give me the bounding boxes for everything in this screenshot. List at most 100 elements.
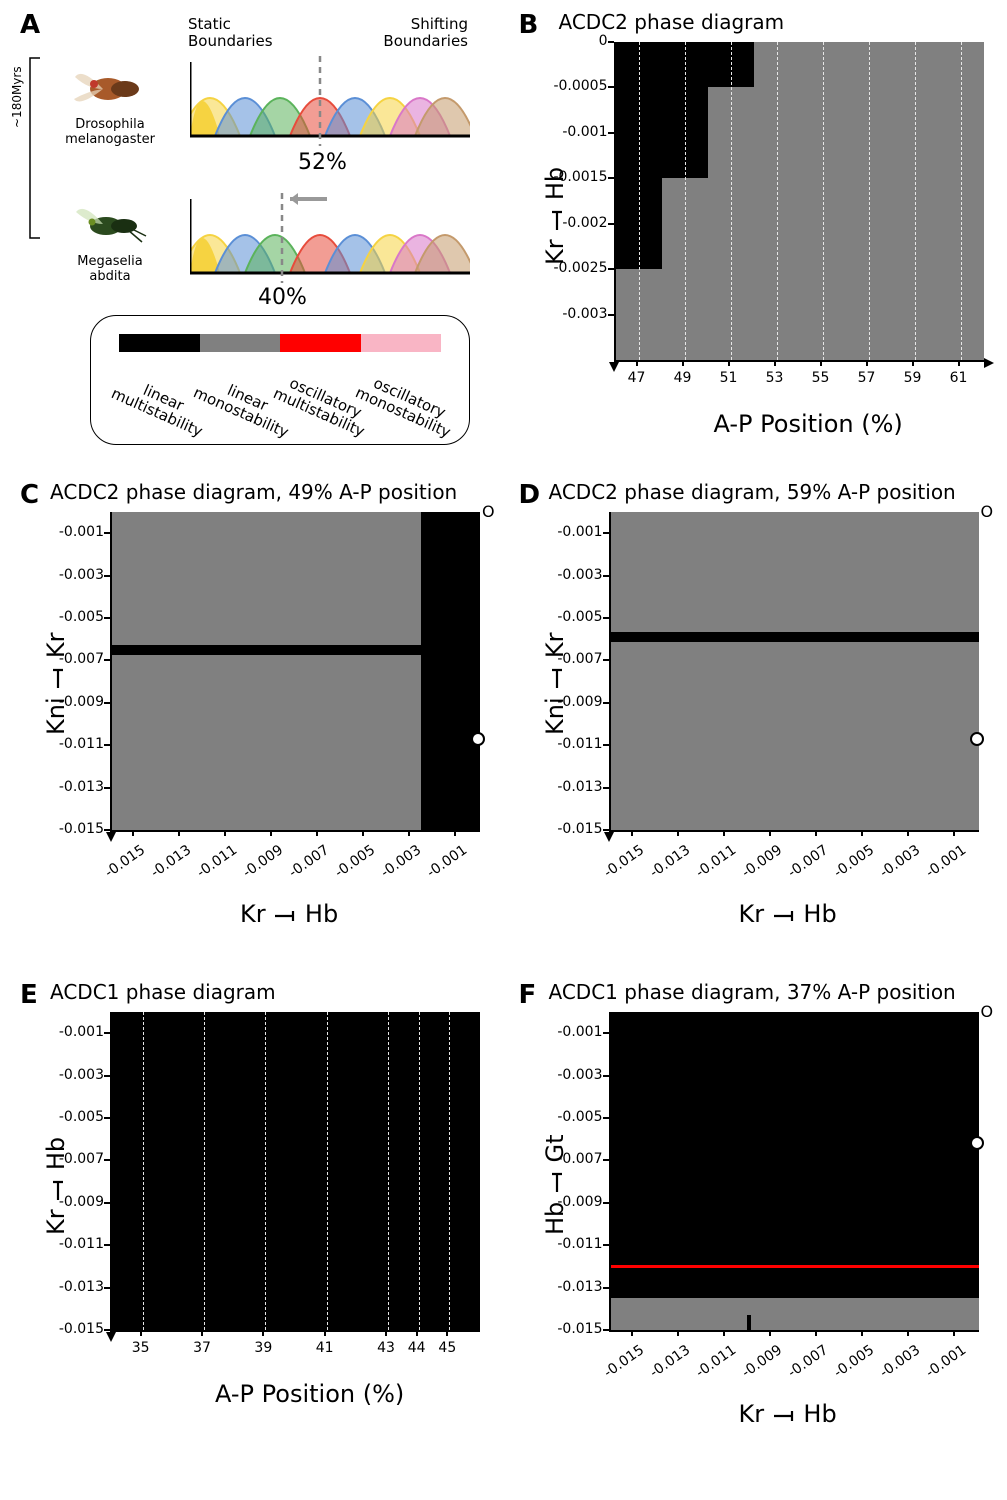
panel-a: A ~180Myrs Static Boundaries Shifting Bo… (20, 10, 489, 450)
chart-d-box (609, 512, 979, 832)
panel-c-label: C (20, 480, 39, 510)
xtick: 49 (668, 370, 698, 386)
megaselia-icon (70, 196, 150, 251)
ytick: -0.011 (44, 1236, 104, 1252)
x-arrow-b (984, 358, 994, 368)
panel-b-label: B (519, 10, 539, 40)
xtick: -0.009 (236, 842, 286, 884)
drosophila-icon (70, 59, 150, 114)
ylabel-d: Kni Kr (541, 632, 570, 735)
ytick: -0.013 (44, 779, 104, 795)
xtick: 51 (714, 370, 744, 386)
ytick: -0.011 (543, 736, 603, 752)
ytick: -0.015 (44, 1321, 104, 1337)
xtick: 43 (371, 1340, 401, 1356)
xlabel-c: Kr Hb (240, 900, 338, 929)
panel-c-title: ACDC2 phase diagram, 49% A-P position (50, 480, 457, 504)
xtick: 57 (852, 370, 882, 386)
panel-d: D ACDC2 phase diagram, 59% A-P position … (519, 480, 988, 950)
y-arrow-e (106, 1332, 116, 1342)
ytick: -0.005 (543, 1109, 603, 1125)
xtick: -0.003 (873, 842, 923, 884)
stripes-megaselia (190, 193, 470, 288)
xtick: -0.011 (689, 842, 739, 884)
xtick: 37 (187, 1340, 217, 1356)
species1-name: Drosophila melanogaster (65, 118, 155, 148)
ytick: -0.005 (44, 609, 104, 625)
ytick: -0.015 (44, 821, 104, 837)
ytick: -0.001 (44, 1024, 104, 1040)
panel-b: B ACDC2 phase diagram Kr Hb A-P Position… (519, 10, 988, 450)
xtick: 59 (898, 370, 928, 386)
phylo-tree (24, 48, 46, 258)
ylabel-c: Kni Kr (42, 632, 71, 735)
xtick: -0.005 (328, 842, 378, 884)
xtick: 41 (310, 1340, 340, 1356)
xtick: -0.009 (735, 842, 785, 884)
ytick: -0.003 (44, 1067, 104, 1083)
xlabel-b: A-P Position (%) (714, 410, 903, 438)
xtick: -0.013 (144, 842, 194, 884)
xlabel-e: A-P Position (%) (215, 1380, 404, 1408)
xtick: -0.011 (190, 842, 240, 884)
xtick: -0.013 (643, 1342, 693, 1384)
chart-f-box (609, 1012, 979, 1332)
xtick: -0.005 (827, 1342, 877, 1384)
panel-e-label: E (20, 980, 38, 1010)
panel-f-label: F (519, 980, 537, 1010)
xtick: 53 (760, 370, 790, 386)
ytick: -0.011 (44, 736, 104, 752)
panel-e-title: ACDC1 phase diagram (50, 980, 276, 1004)
panel-f-title: ACDC1 phase diagram, 37% A-P position (549, 980, 956, 1004)
ytick: -0.0025 (548, 260, 608, 276)
panel-f: F ACDC1 phase diagram, 37% A-P position … (519, 980, 988, 1450)
xtick: -0.013 (643, 842, 693, 884)
xtick: -0.001 (420, 842, 470, 884)
ytick: -0.015 (543, 821, 603, 837)
ytick: -0.011 (543, 1236, 603, 1252)
legend-bar (119, 334, 441, 352)
xtick: -0.015 (597, 1342, 647, 1384)
pct2-label: 40% (258, 285, 307, 310)
ytick: -0.002 (548, 215, 608, 231)
ytick: -0.009 (44, 694, 104, 710)
ytick: -0.005 (543, 609, 603, 625)
species2-name: Megaselia abdita (77, 255, 142, 285)
xlabel-d: Kr Hb (739, 900, 837, 929)
xtick: -0.003 (374, 842, 424, 884)
panel-c: C ACDC2 phase diagram, 49% A-P position … (20, 480, 489, 950)
xtick: -0.007 (781, 1342, 831, 1384)
panel-e: E ACDC1 phase diagram Kr Hb A-P Position… (20, 980, 489, 1450)
ytick: -0.013 (44, 1279, 104, 1295)
panel-b-title: ACDC2 phase diagram (559, 10, 785, 34)
ytick: -0.003 (44, 567, 104, 583)
xtick: 44 (402, 1340, 432, 1356)
pct1-label: 52% (298, 150, 347, 175)
ytick: -0.009 (44, 1194, 104, 1210)
ytick: -0.001 (44, 524, 104, 540)
marker-open-d: O (981, 502, 994, 521)
ytick: -0.013 (543, 1279, 603, 1295)
legend-box: linear multistability linear monostabili… (90, 315, 470, 445)
ytick: -0.015 (543, 1321, 603, 1337)
panel-a-content: ~180Myrs Static Boundaries Shifting Boun… (30, 20, 489, 450)
ytick: -0.003 (543, 1067, 603, 1083)
xtick: -0.001 (919, 842, 969, 884)
xtick: 39 (248, 1340, 278, 1356)
panel-d-title: ACDC2 phase diagram, 59% A-P position (549, 480, 956, 504)
xtick: -0.003 (873, 1342, 923, 1384)
ytick: 0 (548, 33, 608, 49)
xtick: -0.015 (597, 842, 647, 884)
ytick: -0.007 (543, 651, 603, 667)
figure-grid: A ~180Myrs Static Boundaries Shifting Bo… (20, 10, 987, 1450)
xtick: 55 (806, 370, 836, 386)
ytick: -0.0015 (548, 169, 608, 185)
stripes-drosophila (190, 56, 470, 151)
y-arrow-b (609, 362, 619, 372)
legend-labels: linear multistability linear monostabili… (119, 352, 441, 422)
chart-e-box (110, 1012, 480, 1332)
panel-d-label: D (519, 480, 541, 510)
shifting-boundaries-label: Shifting Boundaries (383, 16, 468, 51)
y-arrow-c (106, 832, 116, 842)
ytick: -0.009 (543, 1194, 603, 1210)
